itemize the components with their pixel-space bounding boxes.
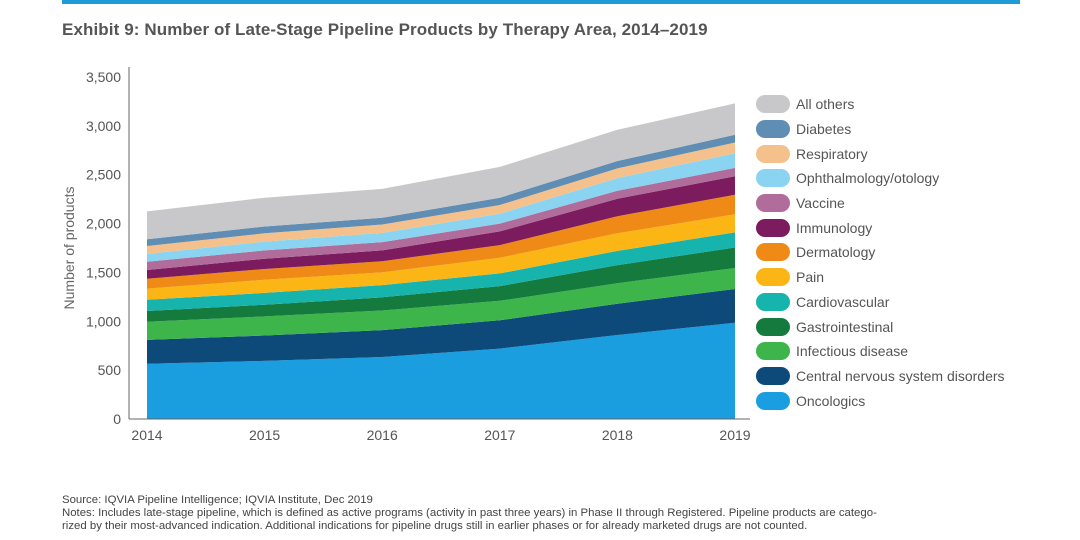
legend-swatch: [756, 194, 790, 213]
area-dermatology: [147, 194, 735, 289]
y-tick-label: 2,000: [86, 216, 121, 232]
legend-label: Oncologics: [796, 392, 866, 409]
legend-label: Pain: [796, 269, 825, 286]
top-rule: [62, 0, 1020, 4]
legend-label: All others: [796, 96, 855, 113]
legend-swatch: [756, 342, 790, 361]
legend-item: Gastrointestinal: [756, 314, 1056, 339]
area-ophthalmology-otology: [147, 153, 735, 262]
legend-item: Infectious disease: [756, 339, 1056, 364]
legend-swatch: [756, 366, 790, 385]
legend-label: Gastrointestinal: [796, 318, 894, 335]
legend-swatch: [756, 243, 790, 262]
legend-label: Diabetes: [796, 121, 852, 138]
legend-item: Vaccine: [756, 191, 1056, 216]
legend-swatch: [756, 317, 790, 336]
legend-item: Respiratory: [756, 141, 1056, 166]
x-tick-label: 2017: [484, 427, 515, 443]
y-ticks: 0 500 1,000 1,500 2,000 2,500 3,000 3,500: [86, 69, 121, 427]
area-oncologics: [147, 322, 735, 419]
legend-label: Ophthalmology/otology: [796, 170, 940, 187]
legend-swatch: [756, 292, 790, 311]
legend-label: Dermatology: [796, 244, 876, 261]
footer: Source: IQVIA Pipeline Intelligence; IQV…: [62, 494, 1052, 534]
legend-item: Diabetes: [756, 117, 1056, 142]
legend-label: Central nervous system disorders: [796, 367, 1005, 384]
x-ticks: 2014 2015 2016 2017 2018 2019: [131, 427, 750, 443]
legend-label: Vaccine: [796, 195, 845, 212]
area-gastrointestinal: [147, 247, 735, 322]
legend-swatch: [756, 391, 790, 410]
area-pain: [147, 214, 735, 300]
notes-line-1: Notes: Includes late-stage pipeline, whi…: [62, 507, 877, 520]
x-tick-label: 2019: [719, 427, 750, 443]
source-note: Source: IQVIA Pipeline Intelligence; IQV…: [62, 494, 373, 506]
legend-swatch: [756, 169, 790, 188]
legend-item: Central nervous system disorders: [756, 364, 1056, 389]
legend-label: Immunology: [796, 219, 873, 236]
legend-item: Immunology: [756, 215, 1056, 240]
legend-label: Infectious disease: [796, 343, 909, 360]
x-tick-label: 2015: [249, 427, 280, 443]
area-respiratory: [147, 142, 735, 254]
y-tick-label: 500: [98, 362, 122, 378]
area-all-others: [147, 103, 735, 240]
area-central-nervous-system-disorders: [147, 289, 735, 364]
y-tick-label: 3,500: [86, 69, 121, 85]
area-cardiovascular: [147, 232, 735, 311]
legend-label: Cardiovascular: [796, 293, 890, 310]
legend-swatch: [756, 120, 790, 139]
y-tick-label: 0: [113, 411, 121, 427]
legend-label: Respiratory: [796, 145, 868, 162]
y-tick-label: 2,500: [86, 167, 121, 183]
chart-title: Exhibit 9: Number of Late-Stage Pipeline…: [62, 20, 708, 39]
legend-item: All others: [756, 92, 1056, 117]
x-tick-label: 2016: [367, 427, 398, 443]
y-axis-label: Number of products: [61, 187, 77, 310]
x-tick-label: 2014: [131, 427, 162, 443]
legend-item: Ophthalmology/otology: [756, 166, 1056, 191]
y-tick-label: 1,000: [86, 313, 121, 329]
legend-item: Dermatology: [756, 240, 1056, 265]
area-diabetes: [147, 134, 735, 246]
legend-item: Oncologics: [756, 388, 1056, 413]
area-layers: [147, 103, 735, 419]
y-tick-label: 1,500: [86, 264, 121, 280]
chart-legend: All others Diabetes Respiratory Ophthalmolo…: [756, 92, 1056, 413]
legend-swatch: [756, 268, 790, 287]
y-tick-label: 3,000: [86, 118, 121, 134]
legend-swatch: [756, 218, 790, 237]
legend-item: Cardiovascular: [756, 290, 1056, 315]
notes-line-2: rized by their most-advanced indication.…: [62, 520, 808, 533]
area-infectious-disease: [147, 268, 735, 340]
area-vaccine: [147, 167, 735, 270]
x-tick-label: 2018: [602, 427, 633, 443]
legend-swatch: [756, 144, 790, 163]
legend-item: Pain: [756, 265, 1056, 290]
area-immunology: [147, 176, 735, 279]
legend-swatch: [756, 95, 790, 114]
